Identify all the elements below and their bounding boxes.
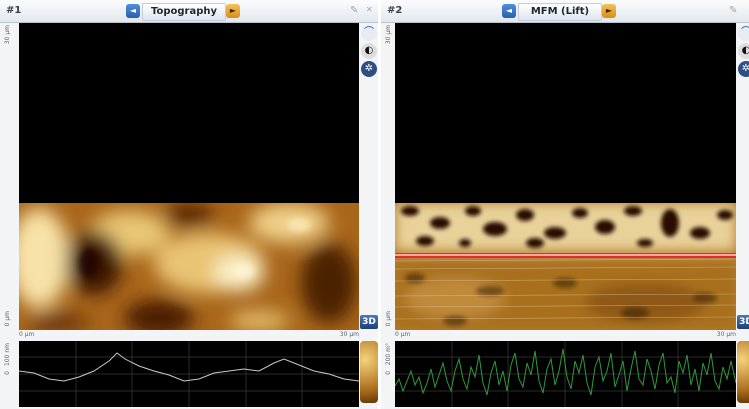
color-wheel-icon[interactable]: ✲ bbox=[361, 61, 377, 77]
mfm-image[interactable] bbox=[395, 23, 736, 330]
3d-preview-thumbnail[interactable] bbox=[737, 341, 749, 403]
next-channel-button[interactable]: ► bbox=[226, 4, 240, 18]
image-panel-topography: #1 ◄ Topography ► ✎ ✕ 30 µm 0 µm bbox=[0, 0, 378, 409]
topography-image[interactable] bbox=[19, 23, 359, 330]
next-channel-button[interactable]: ► bbox=[602, 4, 616, 18]
image-panel-mfm: #2 ◄ MFM (Lift) ► ✎ 30 µm 0 µm bbox=[381, 0, 749, 409]
channel-title[interactable]: MFM (Lift) bbox=[518, 3, 602, 21]
close-icon[interactable]: ✕ bbox=[366, 5, 373, 14]
panel-divider[interactable] bbox=[378, 0, 381, 409]
3d-view-button[interactable]: 3D bbox=[737, 315, 749, 329]
line-profile-chart[interactable] bbox=[395, 341, 736, 407]
line-profile-chart[interactable] bbox=[19, 341, 359, 407]
panel-header: #2 ◄ MFM (Lift) ► ✎ bbox=[381, 0, 749, 23]
topography-scan bbox=[19, 203, 359, 330]
y-axis: 30 µm 0 µm bbox=[4, 23, 18, 330]
unscanned-area bbox=[395, 23, 736, 203]
profile-top-label: 100 nm bbox=[4, 343, 11, 367]
panel-header: #1 ◄ Topography ► ✎ ✕ bbox=[0, 0, 378, 23]
panel-toolbar: ⌒ ◐ ✲ 3D bbox=[360, 23, 378, 407]
mfm-scan bbox=[395, 203, 736, 330]
previous-channel-button[interactable]: ◄ bbox=[502, 4, 516, 18]
channel-title[interactable]: Topography bbox=[142, 3, 226, 21]
color-wheel-icon[interactable]: ✲ bbox=[738, 61, 749, 77]
3d-preview-thumbnail[interactable] bbox=[360, 341, 378, 403]
edit-icon[interactable]: ✎ bbox=[729, 5, 738, 16]
x-axis: 0 µm 30 µm bbox=[395, 331, 736, 339]
x-axis-right-label: 30 µm bbox=[716, 331, 736, 338]
x-axis-left-label: 0 µm bbox=[395, 331, 411, 338]
x-axis-left-label: 0 µm bbox=[19, 331, 35, 338]
profile-mid-label: 0 bbox=[4, 371, 11, 375]
palette-icon[interactable]: ◐ bbox=[738, 43, 749, 59]
curve-icon[interactable]: ⌒ bbox=[361, 25, 377, 41]
y-axis-bottom-label: 0 µm bbox=[4, 311, 11, 327]
edit-icon[interactable]: ✎ bbox=[350, 5, 359, 16]
panel-toolbar: ⌒ ◐ ✲ 3D bbox=[737, 23, 749, 407]
3d-view-button[interactable]: 3D bbox=[360, 315, 378, 329]
previous-channel-button[interactable]: ◄ bbox=[126, 4, 140, 18]
line-profile-plot bbox=[19, 341, 359, 407]
unscanned-area bbox=[19, 23, 359, 203]
line-profile-plot bbox=[395, 341, 736, 407]
panel-number: #2 bbox=[387, 5, 403, 16]
x-axis: 0 µm 30 µm bbox=[19, 331, 359, 339]
curve-icon[interactable]: ⌒ bbox=[738, 25, 749, 41]
profile-y-axis: 100 nm 0 bbox=[4, 341, 18, 407]
panel-number: #1 bbox=[6, 5, 22, 16]
y-axis-top-label: 30 µm bbox=[4, 25, 11, 45]
palette-icon[interactable]: ◐ bbox=[361, 43, 377, 59]
x-axis-right-label: 30 µm bbox=[339, 331, 359, 338]
